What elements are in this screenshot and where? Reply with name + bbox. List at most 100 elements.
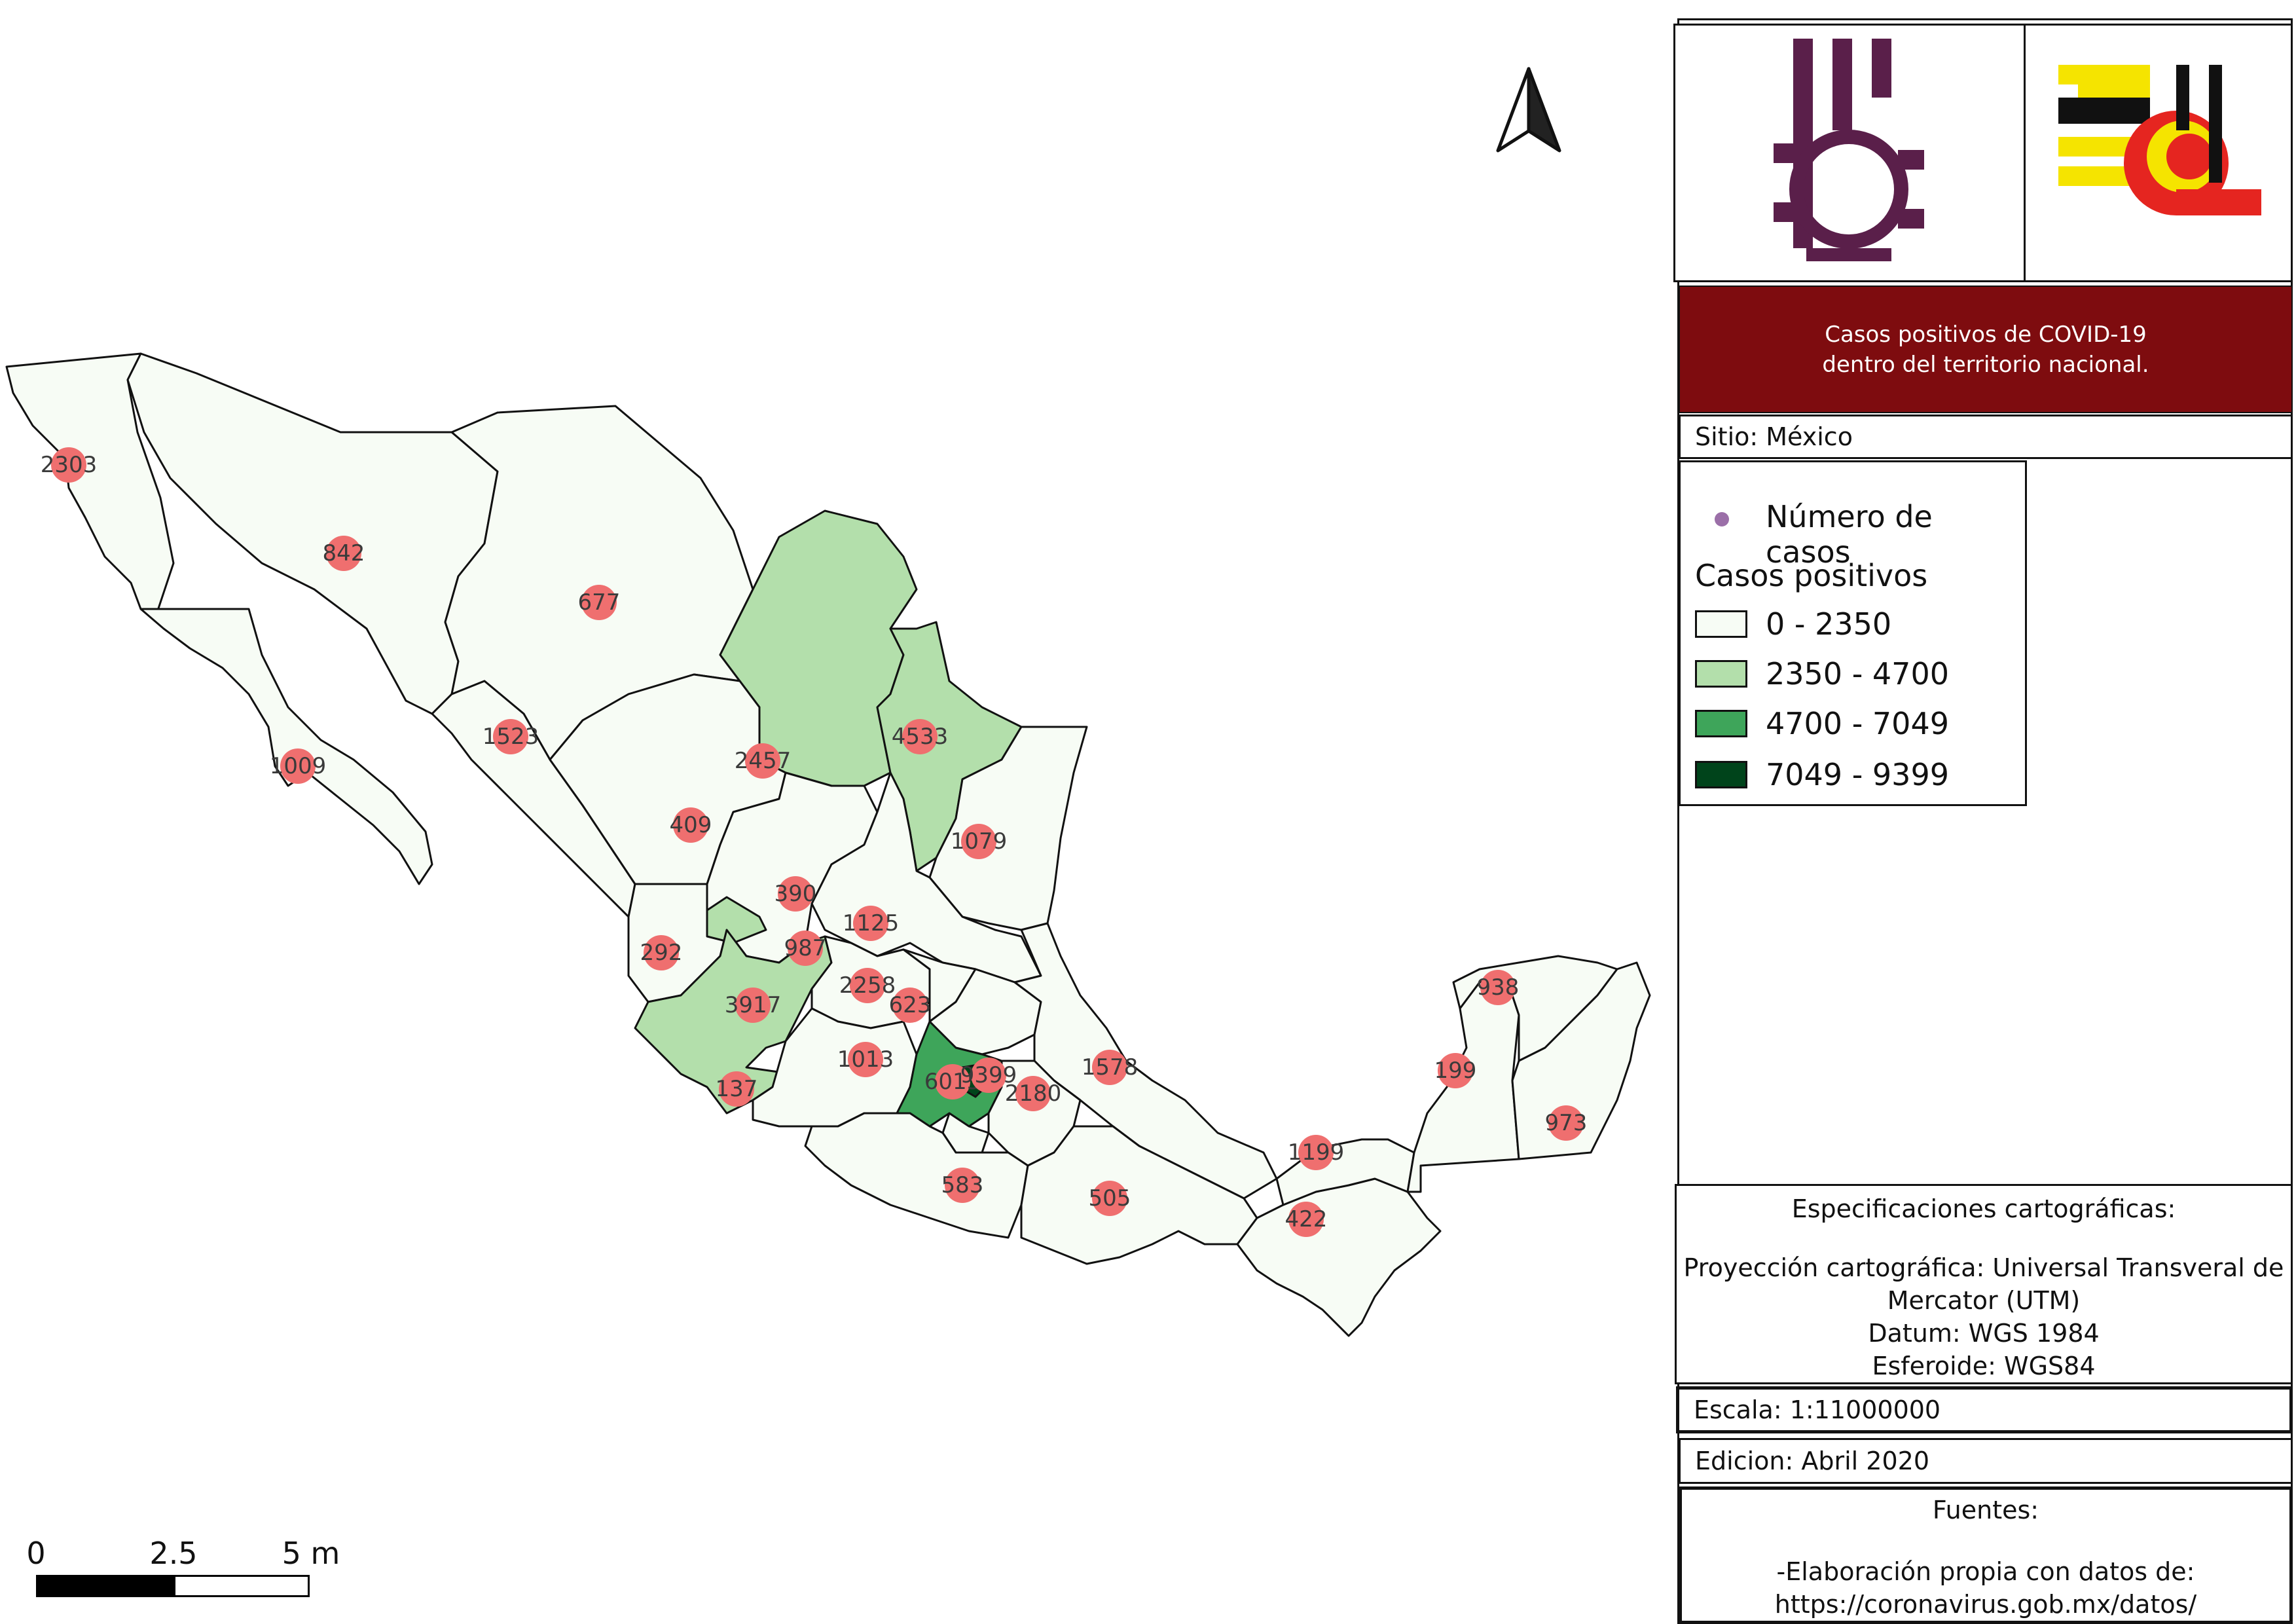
sources-line-2: https://coronavirus.gob.mx/datos/ [1774,1590,2197,1619]
case-marker-label: 2258 [839,972,896,999]
case-marker-label: 987 [784,935,827,961]
case-marker-point [961,824,996,859]
case-marker-label: 3917 [725,992,782,1018]
esime-logo-box [2026,24,2293,282]
specs-projection-cont: Mercator (UTM) [1887,1286,2081,1315]
case-marker-label: 409 [670,812,712,838]
case-marker-label: 623 [889,992,932,1018]
state-quintana-roo [1511,961,1651,1160]
case-marker-point [1438,1053,1473,1088]
case-marker-point [1092,1050,1127,1085]
case-marker-label: 422 [1285,1206,1328,1232]
case-marker-point [493,719,528,754]
case-marker-point [1298,1135,1334,1170]
case-marker-label: 842 [323,540,365,566]
case-marker-point [778,876,813,912]
case-marker-point [902,719,938,754]
state-guerrero [804,1112,1029,1239]
case-marker-point [581,585,617,620]
legend-swatch-1 [1695,660,1747,688]
case-marker-point [935,1064,970,1099]
case-marker-point [735,987,771,1023]
specs-projection: Proyección cartográfica: Universal Trans… [1683,1253,2284,1282]
legend-heading: Casos positivos [1695,558,1928,593]
case-marker-label: 9399 [960,1062,1017,1088]
case-marker-label: 390 [774,881,817,907]
legend-swatch-0 [1695,610,1747,638]
ipn-logo-icon [1774,39,1924,261]
specs-heading: Especificaciones cartográficas: [1791,1194,2176,1223]
legend-point-symbol [1715,512,1729,526]
case-marker-label: 137 [716,1076,758,1102]
legend-class-label: 2350 - 4700 [1766,656,1949,692]
case-marker-point [971,1058,1006,1093]
case-marker-point [945,1168,980,1203]
case-marker-label: 4533 [892,724,949,750]
case-marker-point [1092,1181,1127,1216]
case-marker-point [51,447,86,483]
state-baja-california-sur [139,608,433,885]
sources-heading: Fuentes: [1932,1496,2039,1524]
scale-label-1: 2.5 [149,1536,198,1571]
case-marker-point [853,906,888,941]
case-marker-point [1015,1076,1051,1111]
case-marker-point [1288,1202,1324,1237]
scale-bar-dark [36,1575,173,1597]
case-marker-label: 2303 [41,452,98,478]
logos-box [1673,24,2026,282]
legend-points-label: Número de casos [1766,499,1933,570]
state-aguascalientes [706,896,767,944]
case-marker-point [673,807,708,843]
site-text: Sitio: México [1695,422,1853,451]
case-marker-point [1480,970,1516,1005]
scale-box: Escala: 1:11000000 [1676,1386,2293,1433]
case-marker-label: 583 [941,1172,984,1198]
north-arrow-icon [1496,67,1561,153]
case-marker-label: 2457 [735,748,792,774]
case-marker-point [848,1042,883,1077]
case-marker-point [745,743,780,779]
case-marker-label: 938 [1477,974,1520,1001]
case-marker-label: 1125 [843,910,900,936]
case-marker-label: 1199 [1288,1139,1345,1166]
case-marker-point [850,968,885,1003]
legend-box: Número de casos Casos positivos 0 - 2350… [1679,460,2027,806]
sources-line-1: -Elaboración propia con datos de: [1776,1557,2195,1586]
case-marker-point [326,536,361,571]
scale-label-2: 5 m [282,1536,340,1571]
case-marker-label: 1578 [1082,1054,1139,1080]
title-line-1: Casos positivos de COVID-19 [1825,321,2147,348]
case-marker-label: 1009 [270,753,327,779]
specs-ellipsoid: Esferoide: WGS84 [1872,1352,2096,1380]
case-marker-label: 199 [1434,1058,1477,1084]
case-marker-point [719,1071,754,1107]
case-marker-point [280,748,316,784]
scale-label-0: 0 [26,1536,46,1571]
legend-class-label: 4700 - 7049 [1766,706,1949,741]
case-marker-label: 1523 [483,724,539,750]
state-nuevo-leon [876,621,1023,872]
case-marker-point [1548,1105,1584,1141]
legend-swatch-2 [1695,710,1747,737]
scale-bar-light [173,1575,310,1597]
edition-box: Edicion: Abril 2020 [1679,1438,2293,1484]
legend-class-label: 0 - 2350 [1766,606,1892,642]
sources-box: Fuentes: -Elaboración propia con datos d… [1679,1486,2293,1624]
title-line-2: dentro del territorio nacional. [1822,351,2149,378]
case-marker-label: 1013 [837,1046,894,1073]
case-marker-point [788,931,823,966]
case-marker-label: 677 [578,589,621,616]
esime-logo-icon [2058,65,2261,215]
case-marker-point [644,935,679,970]
case-marker-label: 1079 [951,828,1008,855]
case-marker-label: 505 [1089,1185,1131,1211]
scale-text: Escala: 1:11000000 [1694,1395,1941,1424]
legend-swatch-3 [1695,761,1747,788]
case-marker-label: 2180 [1005,1080,1062,1107]
title-box: Casos positivos de COVID-19 dentro del t… [1679,286,2293,413]
edition-text: Edicion: Abril 2020 [1695,1447,1929,1475]
legend-class-label: 7049 - 9399 [1766,757,1949,792]
site-box: Sitio: México [1679,415,2293,459]
